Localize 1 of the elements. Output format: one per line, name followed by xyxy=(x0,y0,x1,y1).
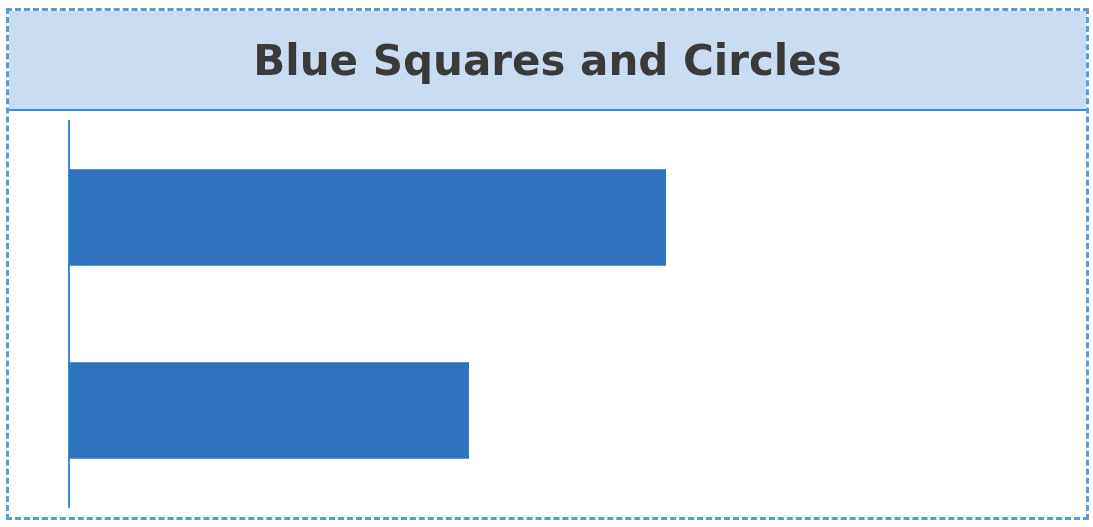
chart-title: Blue Squares and Circles xyxy=(9,11,1086,111)
